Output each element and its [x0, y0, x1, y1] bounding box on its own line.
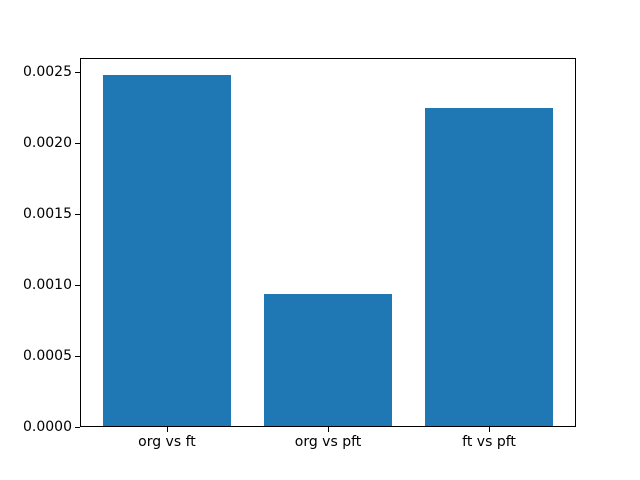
- bar-ft-vs-pft: [424, 107, 554, 427]
- bar-org-vs-pft: [263, 293, 393, 427]
- x-axis-tick-mark: [166, 427, 168, 432]
- y-axis-tick-mark: [75, 427, 80, 428]
- y-axis-tick-label: 0.0015: [23, 206, 72, 223]
- y-axis-tick-mark: [75, 214, 80, 216]
- y-axis-tick-mark: [75, 285, 80, 287]
- x-axis-tick-label: ft vs pft: [462, 434, 516, 450]
- y-axis-tick-mark: [75, 143, 80, 145]
- y-axis-tick-mark: [75, 72, 80, 74]
- y-axis-tick-label: 0.0000: [23, 419, 72, 435]
- plot-area: [80, 58, 576, 427]
- x-axis-tick-label: org vs pft: [294, 434, 362, 450]
- y-axis-tick-label: 0.0010: [23, 277, 72, 294]
- x-axis-tick-mark: [489, 427, 491, 432]
- y-axis-tick-mark: [75, 356, 80, 358]
- bar-org-vs-ft: [102, 75, 232, 427]
- y-axis-tick-label: 0.0020: [23, 135, 72, 152]
- x-axis-tick-label: org vs ft: [138, 434, 196, 450]
- y-axis-tick-label: 0.0025: [23, 64, 72, 81]
- x-axis-tick-mark: [328, 427, 329, 432]
- y-axis-tick-label: 0.0005: [23, 348, 72, 365]
